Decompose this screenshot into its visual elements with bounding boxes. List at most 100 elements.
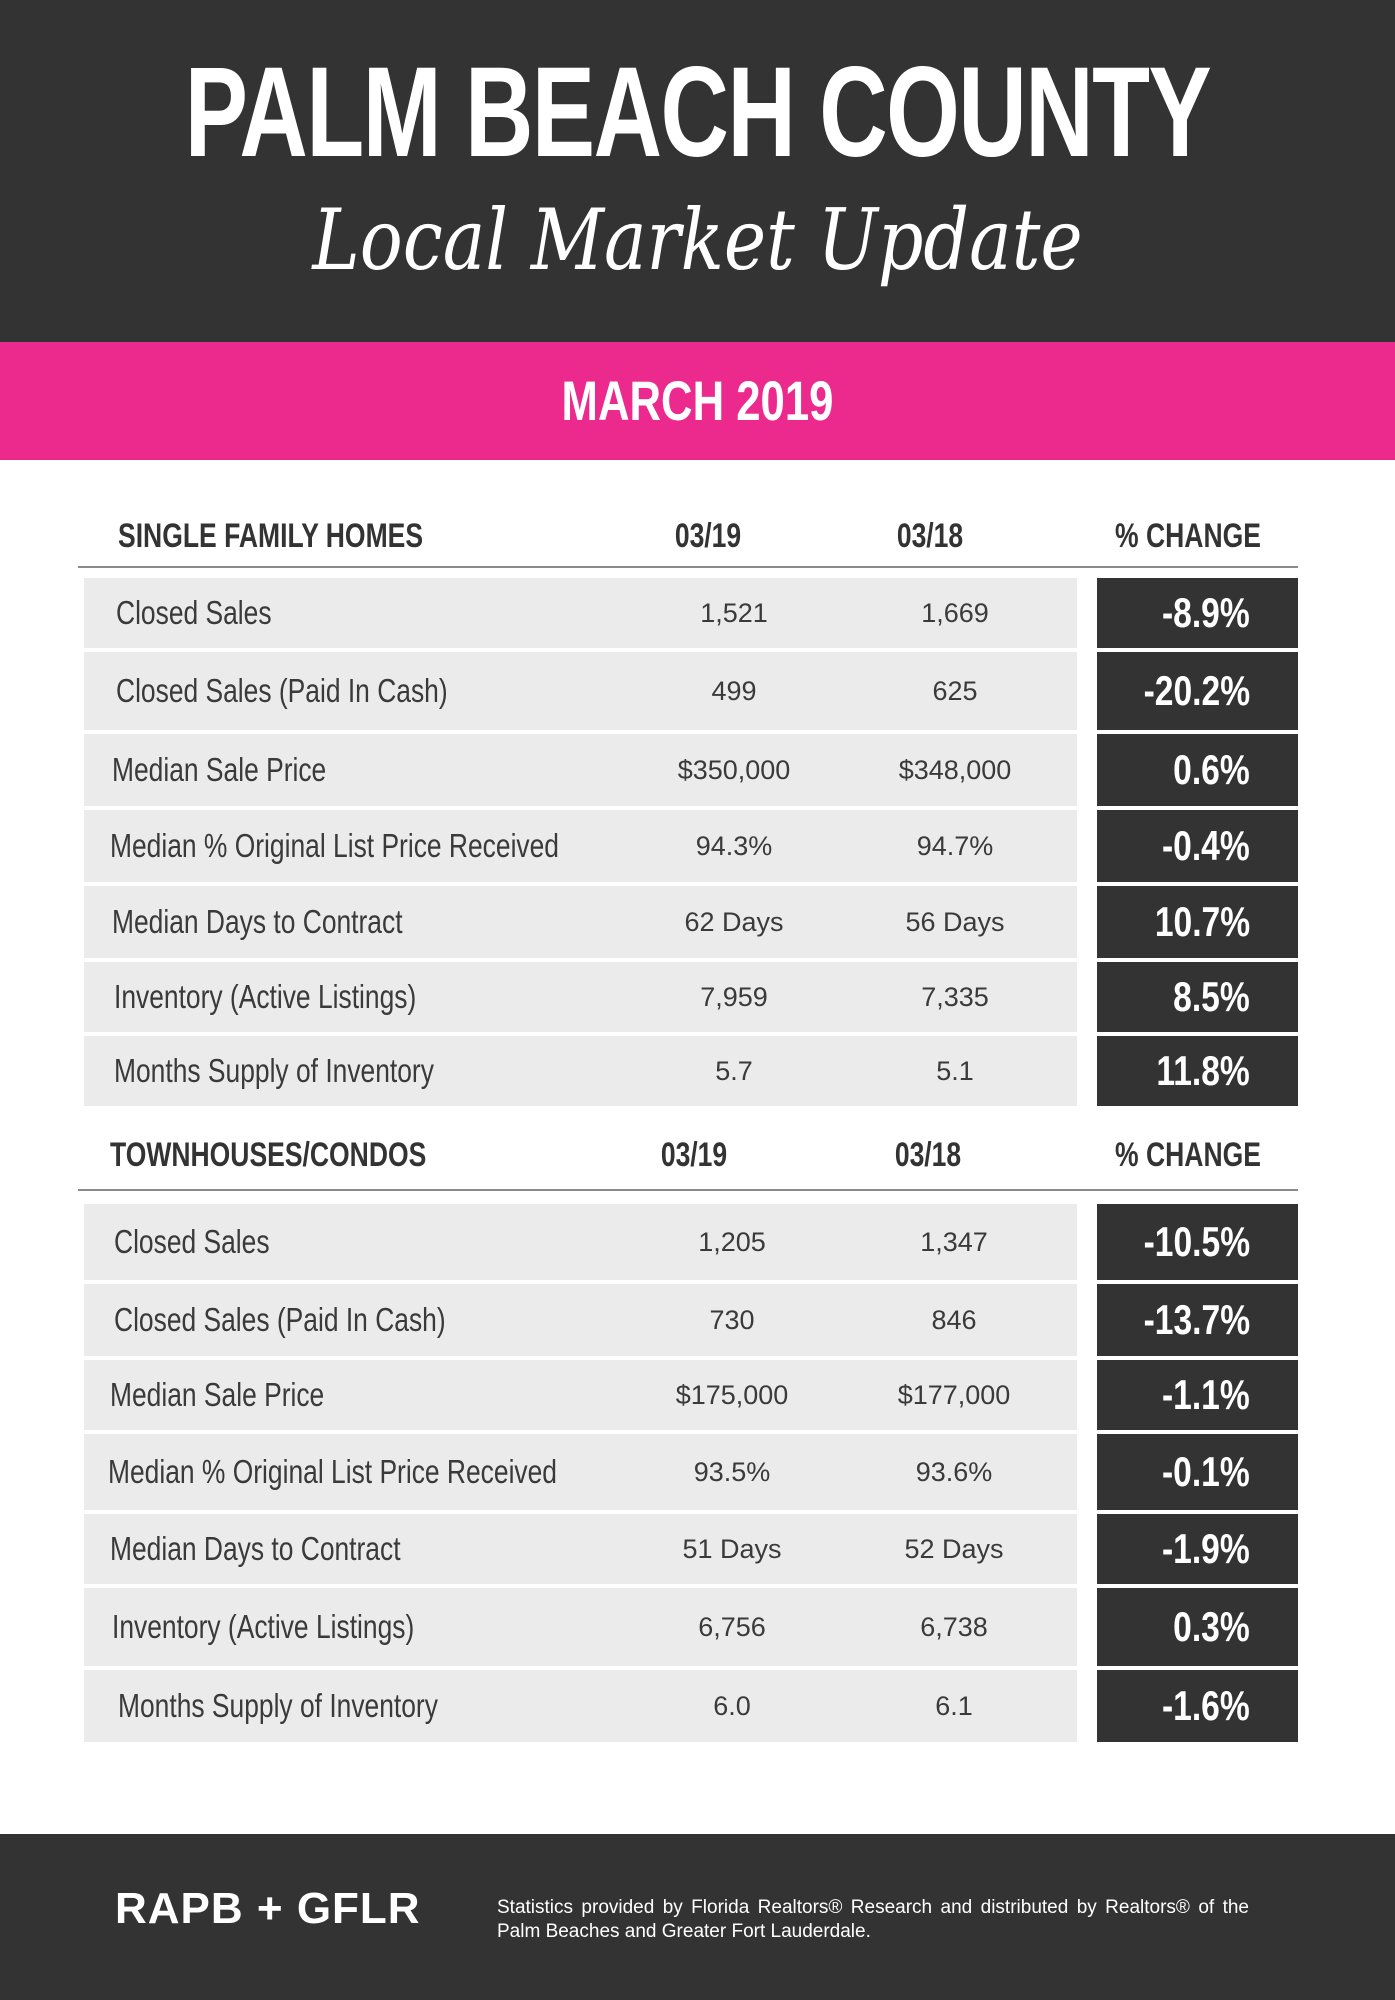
change-value: -8.9%	[1162, 589, 1250, 636]
table-row: Median Days to Contract 62 Days 56 Days …	[84, 886, 1298, 958]
current-value: 51 Days	[682, 1533, 782, 1564]
change-value: -1.6%	[1162, 1682, 1250, 1729]
change-badge: -20.2%	[1097, 652, 1298, 730]
change-value: -1.1%	[1162, 1371, 1250, 1418]
row-background	[84, 886, 1077, 958]
change-badge: 11.8%	[1097, 1036, 1298, 1106]
current-value: 6.0	[713, 1690, 751, 1721]
current-value: 1,521	[700, 597, 768, 628]
metric-label: Closed Sales (Paid In Cash)	[114, 1301, 446, 1338]
row-background	[84, 1434, 1077, 1510]
change-badge: -1.1%	[1097, 1360, 1298, 1430]
metric-label: Median % Original List Price Received	[108, 1453, 557, 1490]
prior-value: 6.1	[935, 1690, 973, 1721]
row-background	[84, 1514, 1077, 1584]
table-row: Inventory (Active Listings) 6,756 6,738 …	[84, 1588, 1298, 1666]
table-row: Inventory (Active Listings) 7,959 7,335 …	[84, 962, 1298, 1032]
prior-value: 94.7%	[916, 830, 994, 861]
current-value: 7,959	[700, 981, 768, 1012]
change-value: 11.8%	[1156, 1047, 1250, 1094]
metric-label: Months Supply of Inventory	[114, 1052, 434, 1089]
table-row: Closed Sales 1,205 1,347 -10.5%	[84, 1204, 1298, 1280]
change-value: 0.6%	[1173, 746, 1250, 793]
prior-value: 93.6%	[915, 1456, 993, 1487]
prior-value: 6,738	[920, 1611, 988, 1642]
row-background	[84, 734, 1077, 806]
column-header-current: 03/19	[674, 517, 742, 555]
change-badge: -1.6%	[1097, 1670, 1298, 1742]
change-badge: -8.9%	[1097, 578, 1298, 648]
table-row: Closed Sales (Paid In Cash) 730 846 -13.…	[84, 1284, 1298, 1356]
table-row: Median % Original List Price Received 94…	[84, 810, 1298, 882]
section-header-townhouses: TOWNHOUSES/CONDOS 03/19 03/18 % CHANGE	[78, 1125, 1298, 1185]
row-background	[84, 578, 1077, 648]
prior-value: 7,335	[921, 981, 989, 1012]
prior-value: $177,000	[897, 1379, 1011, 1410]
metric-label: Closed Sales	[114, 1223, 270, 1260]
row-background	[84, 810, 1077, 882]
metric-label: Months Supply of Inventory	[118, 1687, 438, 1724]
change-value: -0.1%	[1162, 1448, 1250, 1495]
footer: RAPB + GFLR Statistics provided by Flori…	[0, 1834, 1395, 2000]
prior-value: 52 Days	[904, 1533, 1004, 1564]
change-badge: -13.7%	[1097, 1284, 1298, 1356]
metric-label: Inventory (Active Listings)	[114, 978, 417, 1015]
table-row: Median Sale Price $175,000 $177,000 -1.1…	[84, 1360, 1298, 1430]
column-header-current: 03/19	[660, 1136, 728, 1174]
current-value: 93.5%	[693, 1456, 771, 1487]
section-divider	[78, 1189, 1298, 1191]
change-value: -20.2%	[1143, 667, 1250, 714]
table-row: Closed Sales (Paid In Cash) 499 625 -20.…	[84, 652, 1298, 730]
change-value: 0.3%	[1173, 1603, 1250, 1650]
current-value: 62 Days	[684, 906, 784, 937]
current-value: $350,000	[677, 754, 791, 785]
change-badge: -0.4%	[1097, 810, 1298, 882]
change-value: -10.5%	[1143, 1218, 1250, 1265]
metric-label: Closed Sales (Paid In Cash)	[116, 672, 448, 709]
current-value: 94.3%	[695, 830, 773, 861]
change-badge: -1.9%	[1097, 1514, 1298, 1584]
prior-value: 56 Days	[905, 906, 1005, 937]
row-background	[84, 1284, 1077, 1356]
current-value: 1,205	[698, 1226, 766, 1257]
change-value: 10.7%	[1154, 898, 1250, 945]
prior-value: 846	[931, 1304, 977, 1335]
row-background	[84, 962, 1077, 1032]
row-background	[84, 1588, 1077, 1666]
table-row: Closed Sales 1,521 1,669 -8.9%	[84, 578, 1298, 648]
table-row: Median Days to Contract 51 Days 52 Days …	[84, 1514, 1298, 1584]
metric-label: Median Days to Contract	[112, 903, 403, 940]
row-background	[84, 652, 1077, 730]
metric-label: Closed Sales	[116, 594, 272, 631]
change-value: -13.7%	[1143, 1296, 1250, 1343]
section-title: SINGLE FAMILY HOMES	[118, 517, 424, 555]
change-value: 8.5%	[1173, 973, 1250, 1020]
section-divider	[78, 566, 1298, 568]
row-background	[84, 1036, 1077, 1106]
period-label: MARCH 2019	[561, 369, 834, 432]
column-header-prior: 03/18	[894, 1136, 962, 1174]
metric-label: Median % Original List Price Received	[110, 827, 559, 864]
column-header-prior: 03/18	[896, 517, 964, 555]
row-background	[84, 1360, 1077, 1430]
current-value: 5.7	[715, 1055, 753, 1086]
metric-label: Median Days to Contract	[110, 1530, 401, 1567]
current-value: 499	[711, 675, 757, 706]
row-background	[84, 1204, 1077, 1280]
table-row: Months Supply of Inventory 6.0 6.1 -1.6%	[84, 1670, 1298, 1742]
metric-label: Median Sale Price	[112, 751, 327, 788]
prior-value: 5.1	[936, 1055, 974, 1086]
source-note: Statistics provided by Florida Realtors®…	[497, 1897, 1249, 1942]
column-header-change: % CHANGE	[1115, 1136, 1261, 1174]
page-subtitle: Local Market Update	[312, 191, 1083, 289]
header: PALM BEACH COUNTY Local Market Update	[0, 0, 1395, 342]
current-value: 6,756	[698, 1611, 766, 1642]
period-banner: MARCH 2019	[0, 342, 1395, 460]
change-badge: -0.1%	[1097, 1434, 1298, 1510]
current-value: $175,000	[675, 1379, 789, 1410]
change-badge: 10.7%	[1097, 886, 1298, 958]
prior-value: $348,000	[898, 754, 1012, 785]
current-value: 730	[709, 1304, 755, 1335]
section-header-single-family: SINGLE FAMILY HOMES 03/19 03/18 % CHANGE	[78, 506, 1298, 566]
prior-value: 625	[932, 675, 978, 706]
